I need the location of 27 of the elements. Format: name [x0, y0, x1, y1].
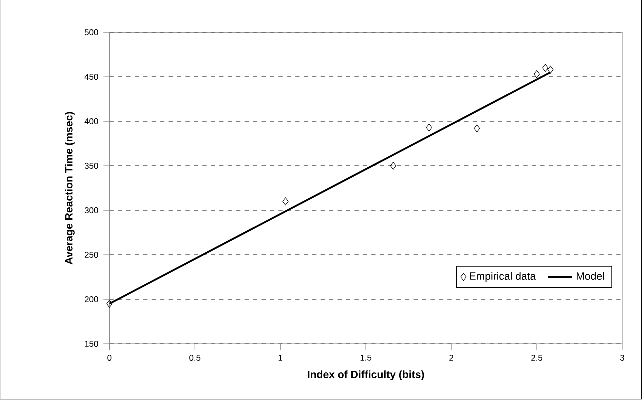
point [548, 66, 554, 74]
x-tick-label: 2 [450, 355, 454, 362]
y-tick-label: 450 [84, 74, 98, 80]
x-tick-label: 1.5 [360, 355, 372, 362]
y-tick-label: 150 [85, 341, 98, 348]
point [106, 300, 113, 308]
y-axis-title: Average Reaction Time (msec) [65, 112, 75, 265]
legend-label: Empirical data [470, 272, 536, 282]
point [474, 124, 480, 133]
x-tick-label: 0 [108, 355, 112, 362]
point [390, 162, 396, 170]
y-tick-label: 350 [84, 163, 98, 170]
y-tick-label: 400 [84, 118, 98, 125]
y-tick-label: 250 [85, 252, 98, 258]
point [542, 64, 549, 72]
y-tick-label: 500 [84, 30, 98, 36]
x-tick-label: 3 [620, 355, 624, 362]
point [282, 198, 289, 206]
point [534, 70, 540, 79]
x-tick-label: 1 [278, 355, 283, 362]
x-tick-label: 2.5 [532, 355, 543, 362]
y-tick-label: 300 [84, 208, 98, 214]
y-tick-label: 200 [85, 296, 98, 303]
point [426, 124, 432, 132]
x-tick-label: 0.5 [190, 355, 201, 362]
legend-label: Model [576, 272, 604, 280]
x-axis-title: Index of Difficulty (bits) [308, 370, 424, 381]
